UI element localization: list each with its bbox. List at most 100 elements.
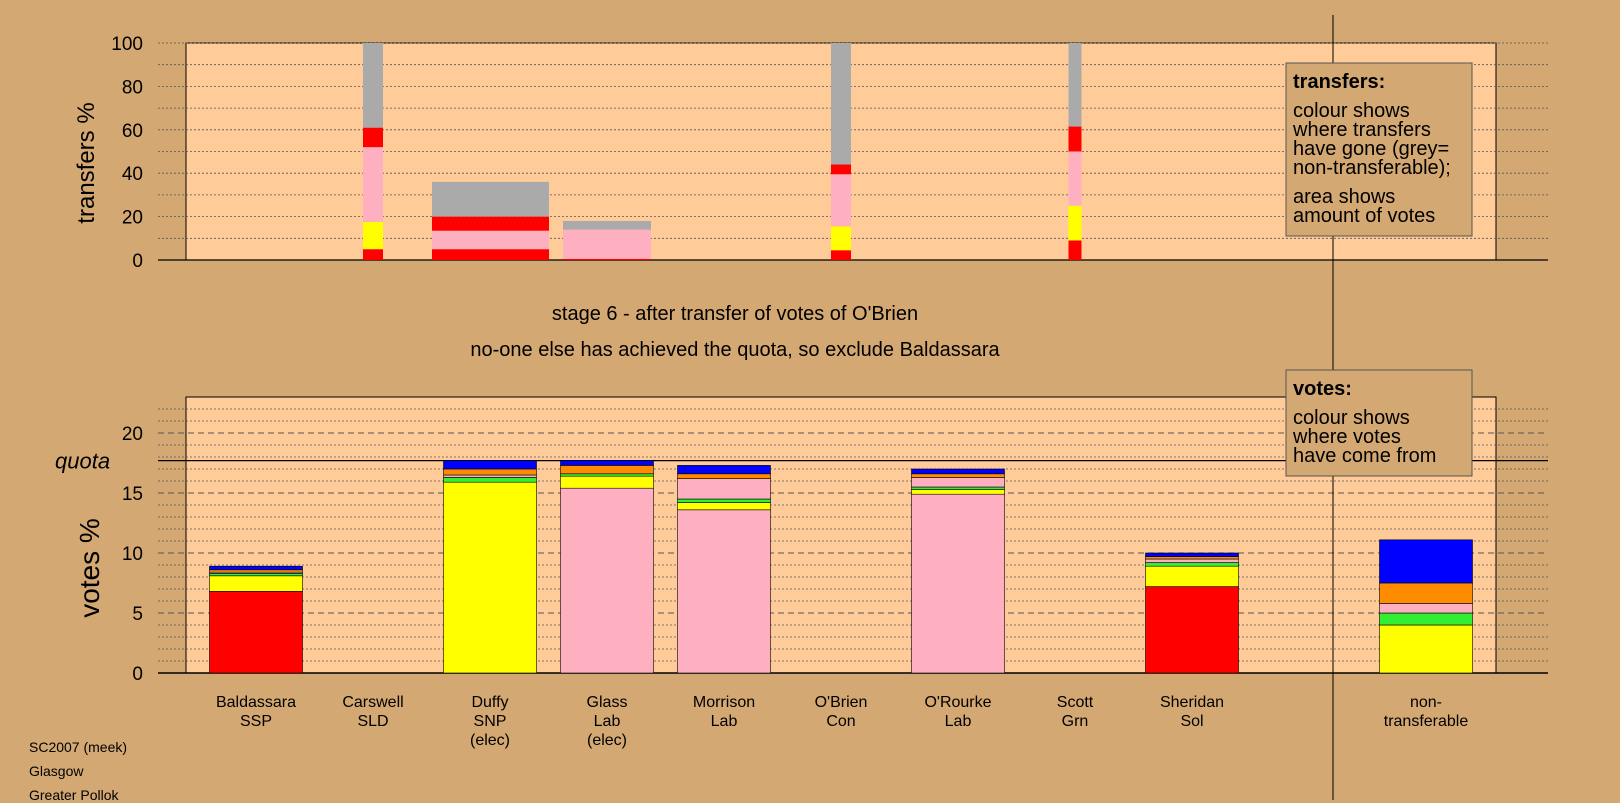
votes-bar-segment (443, 481, 537, 674)
votes-bar-segment (209, 573, 303, 577)
votes-y-tick-label: 10 (122, 544, 143, 565)
transfers-legend-text: non-transferable); (1293, 157, 1451, 179)
votes-panel: quota 0 5 10 15 20 votes % Baldassara SSP Carswel… (55, 396, 1548, 749)
x-category-label: O'Rourke (924, 694, 991, 711)
transfer-bar-segment (363, 222, 383, 250)
votes-y-axis-label: votes % (74, 518, 105, 618)
transfer-bar-segment (831, 250, 851, 260)
votes-bar-segment (1379, 624, 1473, 674)
x-category-label: SSP (240, 713, 272, 730)
votes-bar-segment (911, 493, 1005, 674)
transfer-bar-segment (831, 164, 851, 175)
votes-bar-segment (443, 460, 537, 470)
transfers-y-axis-label: transfers % (73, 102, 100, 223)
transfers-panel: 0 20 40 60 80 100 transfers % (73, 34, 1548, 272)
x-category-label: O'Brien (815, 694, 868, 711)
votes-y-tick-label: 20 (122, 424, 143, 445)
x-category-label: SLD (357, 713, 388, 730)
votes-bar-segment (209, 575, 303, 592)
quota-label: quota (55, 449, 110, 474)
transfers-legend-title: transfers: (1293, 71, 1385, 93)
transfer-bar-segment (363, 127, 383, 148)
votes-bar-segment (677, 498, 771, 503)
votes-bar-segment (209, 569, 303, 573)
votes-plot-area (185, 396, 1497, 674)
transfers-legend-text: have gone (grey= (1293, 138, 1449, 160)
votes-bar-segment (677, 502, 771, 511)
votes-bar-segment (443, 468, 537, 476)
votes-bar-segment (911, 477, 1005, 488)
votes-bar-segment (1145, 552, 1239, 557)
x-category-label: SNP (474, 713, 507, 730)
transfers-legend-text: where transfers (1292, 119, 1431, 141)
transfer-bar-segment (1068, 126, 1082, 152)
x-category-label: Con (826, 713, 855, 730)
votes-y-tick-label: 0 (132, 664, 143, 685)
votes-bar-segment (677, 509, 771, 674)
votes-bar-segment (560, 487, 654, 674)
transfer-bar-segment (1068, 151, 1082, 206)
votes-bar-segment (1145, 565, 1239, 587)
x-category-label: Carswell (342, 694, 403, 711)
votes-bar-segment (443, 474, 537, 478)
x-category-label: Sol (1180, 713, 1203, 730)
votes-bar-segment (1379, 539, 1473, 584)
votes-legend-text: where votes (1292, 426, 1401, 448)
transfer-bar-segment (831, 174, 851, 227)
transfer-bar-segment (432, 181, 549, 217)
x-category-label: Morrison (693, 694, 755, 711)
votes-bar-segment (209, 565, 303, 571)
transfer-bar-segment (831, 226, 851, 251)
transfer-bar-segment (563, 220, 651, 230)
votes-bar-segment (209, 591, 303, 674)
votes-bar-segment (1379, 603, 1473, 614)
votes-bar-segment (677, 473, 771, 479)
x-category-label: Duffy (471, 694, 508, 711)
votes-bar-segment (677, 465, 771, 475)
transfer-bar-segment (831, 43, 851, 165)
transfer-bar-segment (563, 258, 651, 260)
transfers-legend-text: amount of votes (1293, 205, 1435, 227)
x-category-label: non- (1410, 694, 1442, 711)
votes-y-tick-label: 5 (132, 604, 143, 625)
transfer-bar-segment (432, 230, 549, 250)
votes-bar-segment (560, 465, 654, 475)
transfers-y-tick-label: 80 (122, 77, 143, 98)
stage-subtitle: no-one else has achieved the quota, so e… (470, 339, 1000, 361)
votes-bar-segment (1145, 558, 1239, 563)
footer-line-2: Glasgow (29, 763, 84, 779)
x-category-label: Baldassara (216, 694, 296, 711)
x-category-label: Grn (1062, 713, 1089, 730)
transfer-bar-segment (563, 229, 651, 259)
votes-bar-segment (1379, 582, 1473, 604)
x-category-label: (elec) (587, 732, 627, 749)
x-category-label: Scott (1057, 694, 1094, 711)
votes-bar-segment (677, 478, 771, 500)
votes-bar-segment (560, 473, 654, 477)
transfer-bar-segment (432, 216, 549, 231)
x-category-label: Lab (594, 713, 621, 730)
votes-bar-segment (911, 468, 1005, 475)
votes-bar-segment (560, 460, 654, 466)
votes-bar-segment (1145, 586, 1239, 674)
votes-legend-text: have come from (1293, 445, 1436, 467)
votes-legend-title: votes: (1293, 378, 1352, 400)
transfer-bar-segment (363, 147, 383, 223)
votes-legend-box (1285, 369, 1473, 477)
votes-legend-text: colour shows (1293, 407, 1410, 429)
x-category-label: Lab (945, 713, 972, 730)
transfer-bar-segment (432, 249, 549, 260)
votes-bar-segment (443, 477, 537, 483)
votes-bar-segment (911, 473, 1005, 478)
footer-line-1: SC2007 (meek) (29, 739, 128, 755)
votes-bar-segment (1145, 562, 1239, 567)
x-category-label: Glass (587, 694, 628, 711)
transfers-y-tick-label: 20 (122, 208, 143, 229)
x-category-label: Lab (711, 713, 738, 730)
x-category-label: Sheridan (1160, 694, 1224, 711)
votes-bar-segment (911, 486, 1005, 490)
votes-bar-segment (911, 489, 1005, 495)
votes-bar-segment (1379, 612, 1473, 626)
x-category-label: (elec) (470, 732, 510, 749)
